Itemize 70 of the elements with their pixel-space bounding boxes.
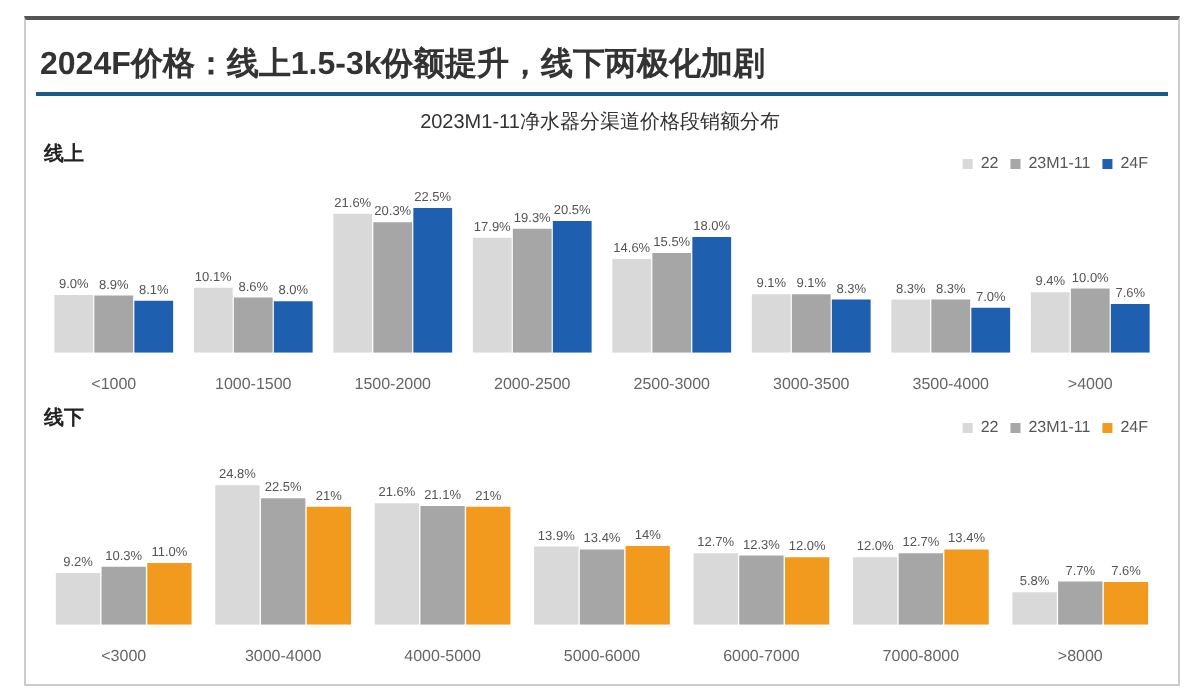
x-tick-label: >8000	[1057, 646, 1104, 665]
bar	[333, 213, 373, 353]
bar	[971, 307, 1011, 353]
text: 线下	[44, 405, 84, 432]
bar	[612, 258, 652, 353]
legend-label: 22	[980, 154, 1000, 173]
bar	[233, 297, 273, 353]
bar	[1012, 592, 1057, 625]
bar	[1058, 581, 1103, 625]
bar	[55, 573, 101, 625]
x-tick-label: 3000-3500	[772, 374, 851, 393]
bar	[579, 549, 625, 625]
x-tick-label: >4000	[1067, 374, 1114, 393]
text: 线上	[44, 141, 84, 168]
bar	[898, 553, 944, 625]
bar	[625, 546, 670, 625]
bar	[147, 562, 192, 625]
bar	[1070, 288, 1110, 353]
x-tick-label: 5000-6000	[563, 646, 642, 665]
bar	[374, 503, 420, 625]
legend-label: 24F	[1120, 154, 1149, 173]
x-tick-label: 1000-1500	[214, 374, 293, 393]
x-tick-label: 2000-2500	[493, 374, 572, 393]
bar	[1110, 303, 1150, 353]
x-tick-label: 7000-8000	[882, 646, 961, 665]
bar	[931, 299, 971, 353]
x-tick-label: 2500-3000	[633, 374, 712, 393]
bar	[693, 553, 738, 625]
bar	[944, 549, 989, 625]
legend-label: 23M1-11	[1028, 154, 1092, 173]
chart-title: 2024F价格：线上1.5-3k份额提升，线下两极化加剧	[40, 44, 766, 86]
bar	[891, 299, 931, 353]
bar	[784, 557, 830, 625]
bar	[472, 237, 512, 353]
bar	[466, 506, 511, 625]
bar	[94, 295, 134, 353]
x-tick-label: 6000-7000	[723, 646, 801, 665]
x-tick-label: 4000-5000	[404, 646, 482, 665]
x-tick-label: <3000	[101, 646, 148, 665]
chart-subtitle: 2023M1-11净水器分渠道价格段销额分布	[418, 109, 782, 136]
bar	[692, 237, 732, 353]
bar	[1103, 582, 1149, 625]
bar	[739, 555, 784, 625]
bar	[534, 546, 579, 625]
x-tick-label: 3000-4000	[244, 646, 323, 665]
bar	[413, 208, 453, 353]
bar	[101, 566, 146, 625]
x-tick-label: <1000	[91, 374, 138, 393]
bar	[273, 301, 313, 353]
x-tick-label: 3500-4000	[912, 374, 991, 393]
bar	[193, 287, 233, 353]
bar	[215, 485, 260, 625]
bar	[373, 222, 413, 353]
bar	[831, 299, 871, 353]
bar	[512, 228, 552, 353]
bar	[1030, 292, 1070, 353]
bar	[652, 253, 692, 353]
bar	[420, 506, 465, 625]
bar	[260, 498, 306, 625]
bar	[134, 300, 174, 353]
bar	[552, 220, 592, 353]
legend-label: 22	[980, 418, 1000, 437]
legend-label: 24F	[1120, 418, 1149, 437]
bar	[306, 506, 352, 625]
bar	[751, 294, 791, 353]
bar	[54, 294, 94, 353]
bar	[852, 557, 898, 625]
legend-label: 23M1-11	[1028, 418, 1092, 437]
x-tick-label: 1500-2000	[354, 374, 433, 393]
bar	[791, 294, 831, 353]
